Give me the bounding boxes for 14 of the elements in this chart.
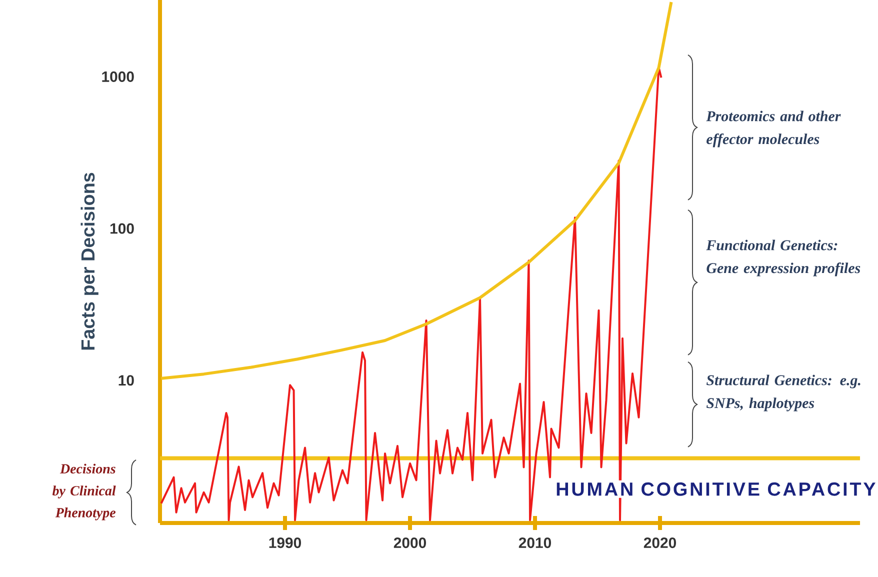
x-tick-label: 1990 [269, 537, 301, 548]
annotation: Structural Genetics: e.g. SNPs, haplotypes [706, 374, 860, 412]
y-tick-label: 10 [118, 375, 134, 386]
x-tick-label: 2020 [644, 537, 676, 548]
x-tick-label: 2000 [394, 537, 426, 548]
text: Decisions by Clinical Phenotype [52, 464, 116, 520]
line-series [160, 0, 673, 380]
annotation: Functional Genetics: Gene expression profiles [706, 240, 860, 276]
y-axis-title: Facts per Decisions [80, 172, 98, 350]
annotation: Proteomics and other effector molecules [706, 110, 841, 148]
ref-line-label: HUMAN COGNITIVE CAPACITY [556, 482, 876, 496]
y-tick-label: 1000 [102, 71, 134, 82]
x-tick-label: 2010 [518, 537, 551, 548]
y-tick-label: 100 [110, 223, 134, 234]
